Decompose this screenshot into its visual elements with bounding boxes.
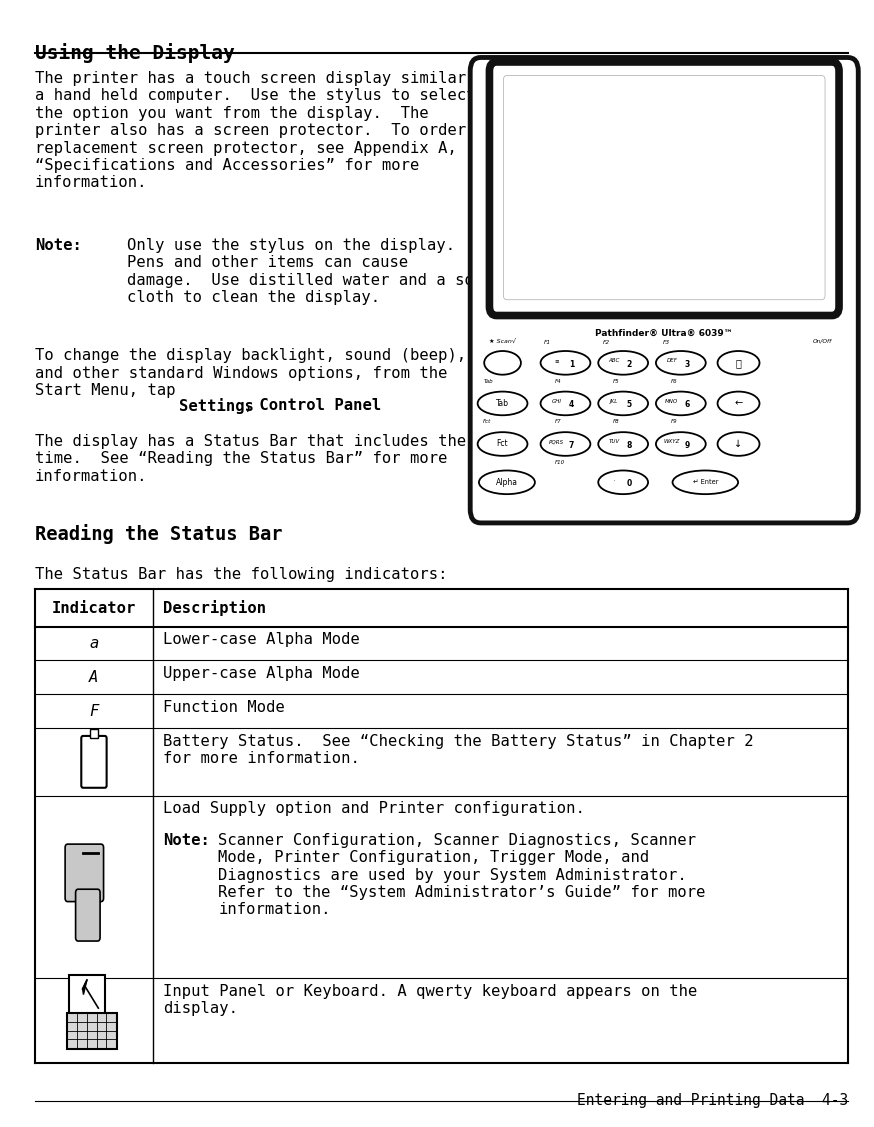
Ellipse shape	[673, 470, 739, 494]
Text: MNO: MNO	[665, 399, 678, 403]
Text: DEF: DEF	[667, 358, 677, 363]
Text: Using the Display: Using the Display	[35, 43, 235, 63]
Text: Scanner Configuration, Scanner Diagnostics, Scanner
Mode, Printer Configuration,: Scanner Configuration, Scanner Diagnosti…	[218, 833, 706, 917]
Text: 0: 0	[627, 479, 632, 488]
Text: ≡: ≡	[554, 358, 558, 363]
FancyBboxPatch shape	[470, 57, 858, 523]
Text: F9: F9	[670, 419, 677, 424]
Text: 8: 8	[627, 441, 632, 450]
Text: 3: 3	[684, 360, 690, 369]
Bar	[89, 729, 98, 738]
Text: F8: F8	[613, 419, 620, 424]
Ellipse shape	[718, 391, 760, 415]
Text: Tab: Tab	[483, 379, 493, 383]
Text: Reading the Status Bar: Reading the Status Bar	[35, 524, 282, 544]
Text: Function Mode: Function Mode	[163, 700, 285, 715]
Text: Settings: Settings	[179, 398, 254, 414]
Text: F1: F1	[544, 340, 551, 345]
FancyBboxPatch shape	[75, 889, 100, 941]
Text: WXYZ: WXYZ	[663, 440, 680, 444]
FancyBboxPatch shape	[68, 976, 105, 1019]
Text: Fct: Fct	[496, 440, 509, 449]
Text: Load Supply option and Printer configuration.: Load Supply option and Printer configura…	[163, 801, 586, 816]
Text: F5: F5	[613, 379, 620, 383]
Ellipse shape	[478, 432, 528, 455]
Ellipse shape	[540, 391, 591, 415]
Text: A: A	[89, 669, 99, 685]
Text: Lower-case Alpha Mode: Lower-case Alpha Mode	[163, 632, 360, 647]
Text: GHI: GHI	[551, 399, 561, 403]
Text: Indicator: Indicator	[52, 601, 136, 615]
Ellipse shape	[598, 470, 649, 494]
Text: F10: F10	[555, 460, 565, 464]
Text: .: .	[362, 398, 371, 412]
FancyBboxPatch shape	[66, 1013, 117, 1048]
Ellipse shape	[478, 391, 528, 415]
Ellipse shape	[718, 350, 760, 374]
Text: ←: ←	[734, 399, 743, 408]
Text: a: a	[89, 636, 99, 651]
Text: F6: F6	[670, 379, 677, 383]
Text: Entering and Printing Data  4-3: Entering and Printing Data 4-3	[577, 1093, 848, 1108]
Ellipse shape	[484, 350, 521, 374]
Text: Pathfinder® Ultra® 6039™: Pathfinder® Ultra® 6039™	[595, 329, 733, 338]
Ellipse shape	[656, 432, 706, 455]
Text: TUV: TUV	[608, 440, 620, 444]
Text: ↓: ↓	[734, 440, 743, 449]
Ellipse shape	[479, 470, 535, 494]
Text: Alpha: Alpha	[496, 478, 518, 487]
Text: Input Panel or Keyboard. A qwerty keyboard appears on the
display.: Input Panel or Keyboard. A qwerty keyboa…	[163, 984, 697, 1017]
Text: PQRS: PQRS	[549, 440, 564, 444]
Text: Control Panel: Control Panel	[250, 398, 381, 412]
Text: Tab: Tab	[496, 399, 509, 408]
Text: JKL: JKL	[610, 399, 619, 403]
Text: F: F	[89, 703, 99, 719]
Text: 4: 4	[569, 400, 574, 409]
Text: ↵ Enter: ↵ Enter	[692, 479, 718, 486]
Text: Battery Status.  See “Checking the Battery Status” in Chapter 2
for more informa: Battery Status. See “Checking the Batter…	[163, 734, 754, 766]
Ellipse shape	[598, 350, 649, 374]
Text: The printer has a touch screen display similar to
a hand held computer.  Use the: The printer has a touch screen display s…	[35, 71, 495, 190]
Ellipse shape	[656, 391, 706, 415]
Text: ⏼: ⏼	[736, 358, 741, 367]
Text: Upper-case Alpha Mode: Upper-case Alpha Mode	[163, 666, 360, 681]
FancyBboxPatch shape	[489, 62, 839, 316]
Text: 1: 1	[569, 360, 574, 369]
FancyBboxPatch shape	[503, 76, 825, 300]
Text: Only use the stylus on the display.
Pens and other items can cause
damage.  Use : Only use the stylus on the display. Pens…	[127, 238, 492, 305]
Text: Note:: Note:	[35, 238, 82, 252]
Text: F4: F4	[555, 379, 562, 383]
FancyBboxPatch shape	[81, 736, 107, 788]
Text: 6: 6	[684, 400, 690, 409]
Ellipse shape	[540, 432, 591, 455]
Polygon shape	[82, 980, 87, 995]
Text: Fct: Fct	[483, 419, 491, 424]
Ellipse shape	[540, 350, 591, 374]
Text: To change the display backlight, sound (beep),
and other standard Windows option: To change the display backlight, sound (…	[35, 348, 466, 398]
Text: F2: F2	[603, 340, 610, 345]
FancyBboxPatch shape	[65, 844, 103, 902]
Text: The display has a Status Bar that includes the
time.  See “Reading the Status Ba: The display has a Status Bar that includ…	[35, 434, 466, 483]
Text: F7: F7	[555, 419, 562, 424]
Text: ,: ,	[244, 398, 253, 412]
Text: Note:: Note:	[163, 833, 211, 848]
Text: .: .	[614, 478, 615, 482]
Text: F3: F3	[662, 340, 669, 345]
Text: 7: 7	[569, 441, 574, 450]
Text: 5: 5	[627, 400, 632, 409]
Text: The Status Bar has the following indicators:: The Status Bar has the following indicat…	[35, 567, 447, 582]
Text: 9: 9	[684, 441, 690, 450]
Text: Description: Description	[163, 600, 267, 616]
Text: ★ Scan√: ★ Scan√	[489, 338, 517, 344]
Text: On/Off: On/Off	[813, 338, 832, 343]
Ellipse shape	[718, 432, 760, 455]
Text: ABC: ABC	[608, 358, 620, 363]
Text: 2: 2	[627, 360, 632, 369]
Ellipse shape	[656, 350, 706, 374]
Ellipse shape	[598, 391, 649, 415]
Ellipse shape	[598, 432, 649, 455]
